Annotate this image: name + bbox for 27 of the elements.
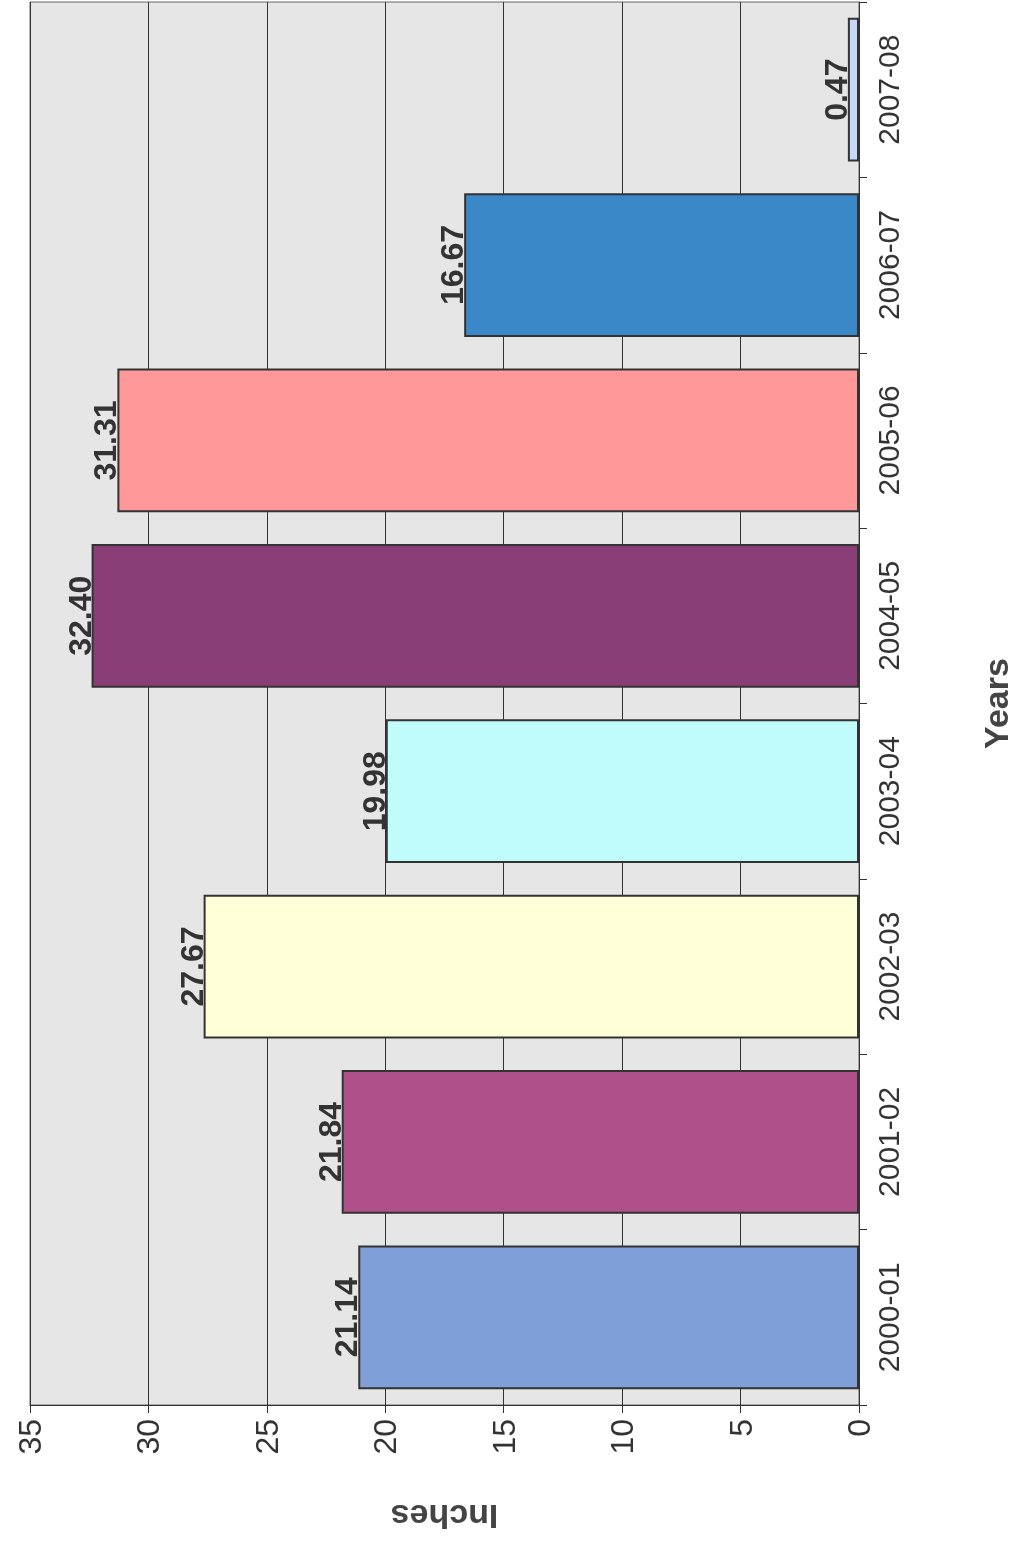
data-label: 0.47	[817, 58, 854, 121]
y-tick-label: 2006-07	[871, 210, 905, 321]
data-label: 19.98	[355, 751, 392, 832]
data-label: 32.40	[61, 575, 98, 656]
y-tick-label: 2001-02	[871, 1086, 905, 1197]
data-label: 21.14	[328, 1277, 365, 1358]
y-tick-label: 2000-01	[871, 1262, 905, 1373]
y-tick-label: 2004-05	[871, 560, 905, 671]
x-axis-title: Inches	[390, 1498, 499, 1536]
bar	[847, 17, 859, 162]
data-label: 27.67	[173, 926, 210, 1007]
y-tick-label: 2002-03	[871, 911, 905, 1022]
data-label: 31.31	[87, 400, 124, 481]
x-tick-label: 30	[130, 1419, 167, 1455]
x-tick-label: 15	[485, 1419, 522, 1455]
data-label: 16.67	[434, 225, 471, 306]
data-label: 21.84	[311, 1101, 348, 1182]
x-tick-label: 35	[12, 1419, 48, 1455]
y-tick-label: 2003-04	[871, 736, 905, 847]
y-tick-label: 2005-06	[871, 385, 905, 496]
x-tick-label: 10	[604, 1419, 641, 1455]
x-tick-label: 25	[248, 1419, 285, 1455]
x-tick-label: 0	[841, 1419, 877, 1437]
x-tick-label: 20	[367, 1419, 404, 1455]
y-axis-title: Years	[977, 658, 1015, 749]
y-tick-label: 2007-08	[871, 34, 905, 145]
x-tick-label: 5	[722, 1419, 759, 1437]
